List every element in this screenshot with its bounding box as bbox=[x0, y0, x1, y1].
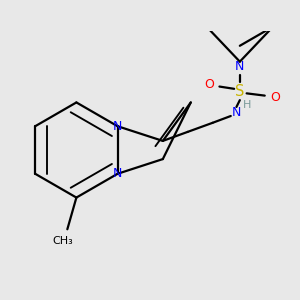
Text: N: N bbox=[235, 60, 244, 73]
Text: N: N bbox=[113, 167, 122, 180]
Text: O: O bbox=[204, 78, 214, 91]
Text: S: S bbox=[235, 84, 244, 99]
Text: CH₃: CH₃ bbox=[52, 236, 73, 246]
Text: O: O bbox=[270, 92, 280, 104]
Text: N: N bbox=[113, 120, 122, 133]
Text: H: H bbox=[242, 100, 251, 110]
Text: N: N bbox=[232, 106, 241, 119]
